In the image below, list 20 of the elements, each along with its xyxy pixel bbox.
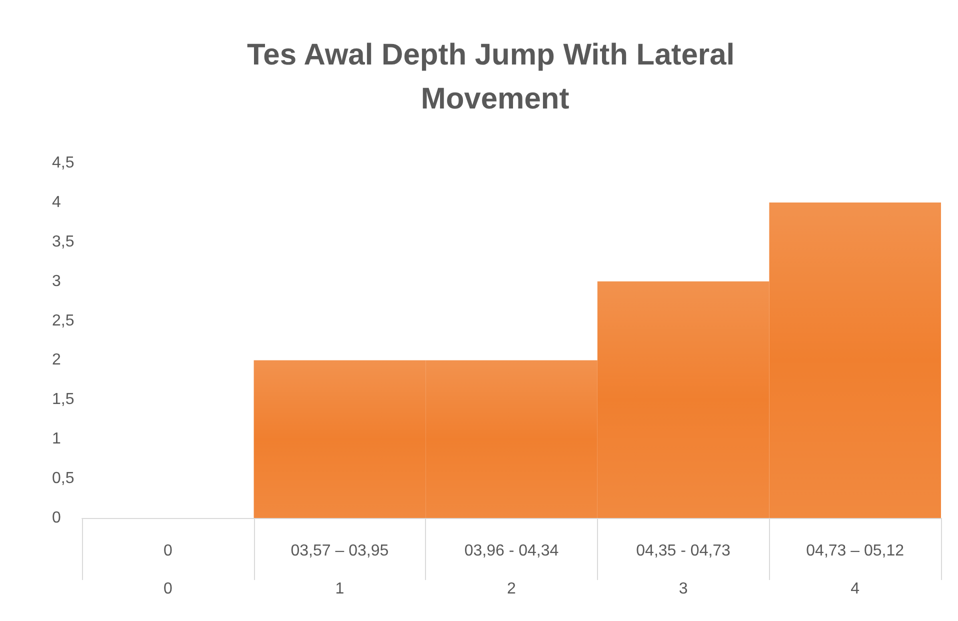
y-tick-label: 3 (52, 272, 61, 290)
y-tick-label: 1 (52, 430, 61, 448)
y-tick-label: 4,5 (52, 154, 74, 172)
chart-title: Tes Awal Depth Jump With Lateral Movement (247, 38, 743, 116)
category-label: 0 0 (163, 542, 172, 598)
y-tick-label: 3,5 (52, 233, 74, 250)
bar (597, 281, 770, 518)
bar (254, 360, 426, 518)
category-label: 04,73 – 05,12 4 (806, 542, 904, 598)
y-tick-label: 1,5 (52, 391, 74, 408)
category-label: 03,57 – 03,95 1 (290, 542, 389, 598)
bar (769, 202, 941, 518)
y-tick-label: 4 (52, 194, 61, 211)
category-label: 04,35 - 04,73 3 (636, 542, 730, 598)
category-label: 03,96 - 04,34 2 (464, 542, 559, 598)
y-tick-label: 2 (52, 352, 61, 369)
y-tick-label: 0,5 (52, 470, 74, 488)
y-tick-label: 2,5 (52, 312, 74, 330)
bar (426, 360, 598, 518)
y-tick-label: 0 (52, 510, 61, 526)
